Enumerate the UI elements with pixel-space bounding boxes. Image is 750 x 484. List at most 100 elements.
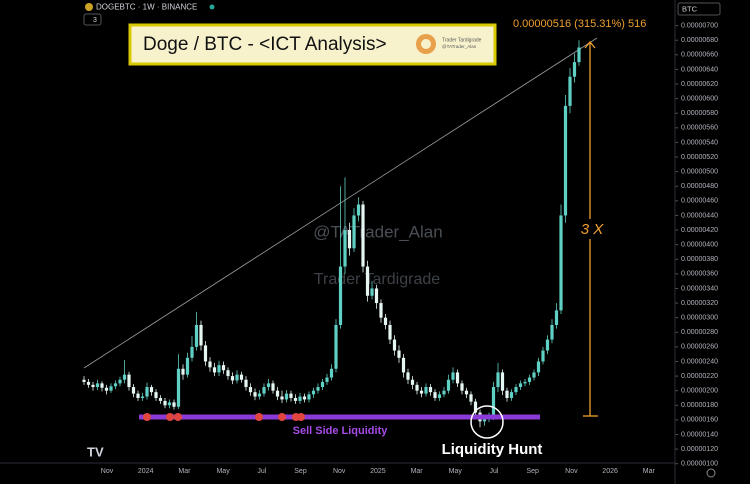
settings-icon[interactable] <box>706 468 716 478</box>
y-tick-label: 0.00000460 <box>681 198 718 205</box>
dot <box>166 413 174 421</box>
candle-body <box>235 374 239 381</box>
candle-body <box>266 383 271 388</box>
candle-body <box>176 368 181 407</box>
candle-body <box>100 383 104 388</box>
candle-body <box>293 397 298 401</box>
candle-body <box>181 368 185 375</box>
candle-body <box>149 387 154 393</box>
candles <box>82 40 581 428</box>
candle-body <box>167 402 172 406</box>
candle-body <box>289 393 293 398</box>
candle-body <box>572 62 577 77</box>
candle-body <box>208 361 212 368</box>
candle-body <box>496 372 500 388</box>
candle-body <box>320 381 325 388</box>
candle-body <box>374 288 379 304</box>
candle-body <box>559 215 563 311</box>
candle-body <box>127 374 131 388</box>
y-tick-label: 0.00000400 <box>681 241 718 248</box>
candle-body <box>550 324 554 340</box>
candle-body <box>334 324 338 369</box>
candle-body <box>469 394 473 402</box>
candle-body <box>253 392 257 397</box>
candle-body <box>419 390 424 394</box>
candle-body <box>482 418 487 422</box>
time-axis: Nov 2024 Mar May Jul Sep Nov 2025 Mar May Jul Sep No… <box>101 468 656 475</box>
hunt-circle <box>470 405 504 439</box>
y-tick-label: 0.00000440 <box>681 212 718 219</box>
y-tick-label: 0.00000620 <box>681 81 718 88</box>
label-bg <box>578 219 608 239</box>
candle-body <box>122 374 127 380</box>
candle-body <box>298 396 302 401</box>
candle-body <box>536 361 541 373</box>
candle-body <box>473 401 478 413</box>
x-tick-label: Mar <box>411 468 424 475</box>
candle-body <box>370 288 374 296</box>
candle-body <box>491 387 496 417</box>
candle-body <box>392 339 397 351</box>
candle-body <box>316 387 320 391</box>
candle-body <box>428 387 433 393</box>
candle-body <box>541 350 545 362</box>
y-tick-label: 0.00000280 <box>681 329 718 336</box>
candle-body <box>410 379 415 385</box>
candle-body <box>203 345 208 362</box>
y-tick-label: 0.00000560 <box>681 125 718 132</box>
y-tick-label: 0.00000180 <box>681 402 718 409</box>
logo-text: Trader Tardigrade <box>442 37 482 43</box>
candle-body <box>446 379 451 391</box>
chart-title: Doge / BTC - <ICT Analysis> <box>143 34 387 55</box>
candle-body <box>185 357 190 375</box>
candle-body <box>257 393 262 397</box>
candle-body <box>212 367 217 373</box>
candle-body <box>145 387 149 397</box>
candle-body <box>95 383 100 388</box>
candle-body <box>307 394 311 400</box>
candle-body <box>199 324 203 346</box>
x-tick-label: Mar <box>643 468 656 475</box>
candle-body <box>172 402 176 407</box>
y-tick-label: 0.00000140 <box>681 431 718 438</box>
candle-body <box>194 324 199 347</box>
y-tick-label: 0.00000320 <box>681 300 718 307</box>
candle-body <box>86 381 91 385</box>
badge[interactable] <box>83 13 102 26</box>
logo-text: @TATrader_Alan <box>442 44 477 49</box>
candle-body <box>424 387 428 394</box>
candle-body <box>338 266 343 325</box>
candle-body <box>388 324 392 340</box>
candle-body <box>568 76 572 106</box>
candle-body <box>379 303 383 318</box>
candle-body <box>383 317 388 325</box>
y-tick-label: 0.00000420 <box>681 227 718 234</box>
candle-body <box>518 383 523 388</box>
candle-body <box>217 365 221 373</box>
candle-body <box>284 393 289 400</box>
x-tick-label: 2026 <box>602 468 618 475</box>
watermark: @TATrader_Alan <box>313 222 442 241</box>
y-tick-label: 0.00000120 <box>681 446 718 453</box>
y-tick-label: 0.00000660 <box>681 52 718 59</box>
tv-logo: TV <box>87 444 104 459</box>
y-tick-label: 0.00000520 <box>681 154 718 161</box>
dot <box>174 413 182 421</box>
candle-body <box>136 393 140 398</box>
y-tick-label: 0.00000700 <box>681 22 718 29</box>
candle-body <box>397 350 401 358</box>
dot <box>143 413 151 421</box>
indicator-count: 3 <box>93 17 97 24</box>
y-tick-label: 0.00000340 <box>681 285 718 292</box>
candle-body <box>415 384 419 391</box>
symbol-info: DOGEBTC · 1W · BINANCE <box>96 3 197 12</box>
unit-box[interactable] <box>677 2 721 16</box>
candle-body <box>442 390 446 395</box>
candle-body <box>230 376 235 381</box>
y-tick-label: 0.00000680 <box>681 37 718 44</box>
candle-body <box>190 346 194 358</box>
candle-body <box>244 379 248 388</box>
x-tick-label: Sep <box>294 468 307 475</box>
candle-body <box>271 383 275 391</box>
y-tick-label: 0.00000540 <box>681 139 718 146</box>
